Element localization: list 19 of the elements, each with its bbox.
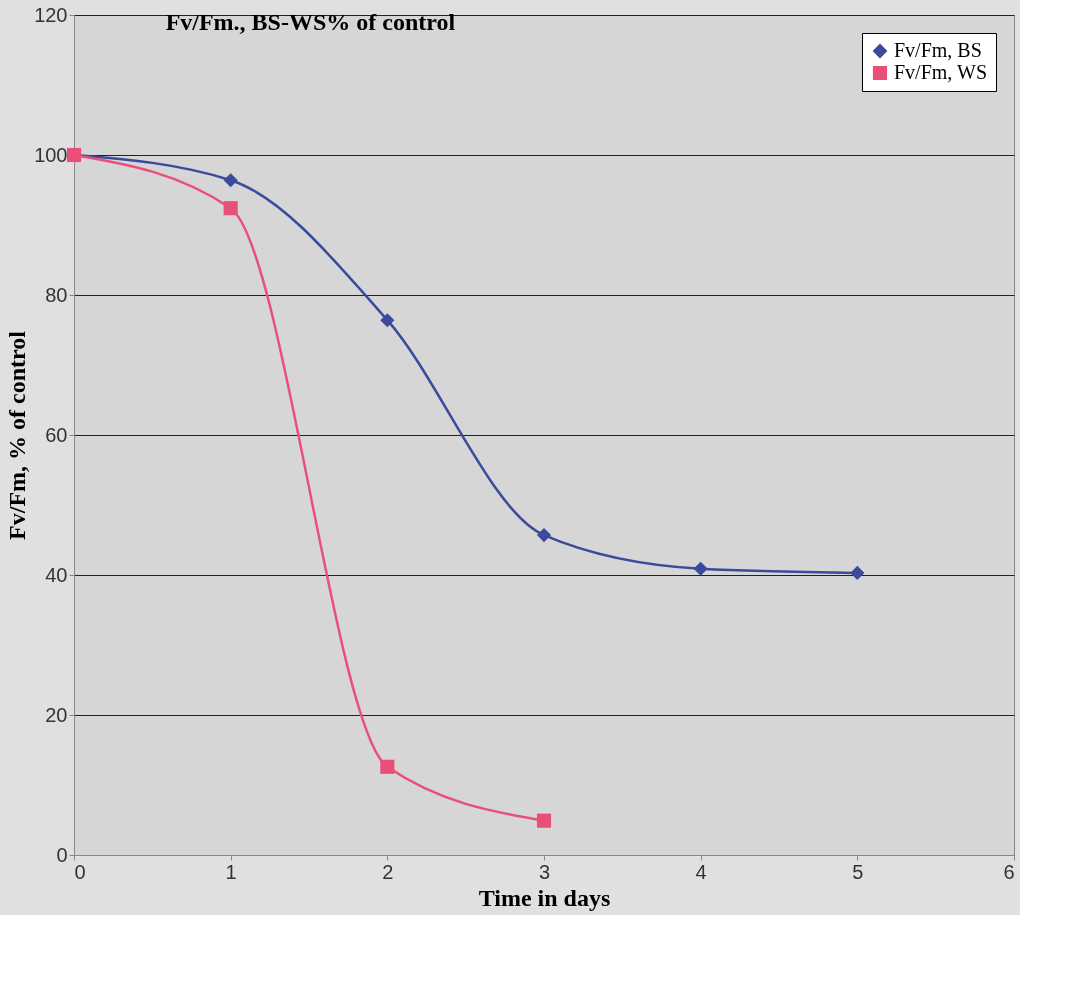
y-tick-label: 40 [45, 563, 68, 586]
x-tick-label: 5 [852, 860, 864, 883]
legend-label: Fv/Fm, BS [894, 39, 982, 61]
x-tick-label: 3 [538, 860, 551, 883]
x-tick-label: 6 [1003, 860, 1015, 883]
x-tick-label: 2 [382, 860, 394, 883]
y-tick-label: 0 [56, 843, 68, 866]
x-axis-title: Time in days [478, 884, 611, 911]
y-tick-label: 20 [45, 703, 68, 726]
y-tick-label: 100 [34, 143, 68, 166]
y-axis-title: Fv/Fm, % of control [4, 330, 31, 540]
x-tick-label: 1 [225, 860, 237, 883]
y-tick-label: 60 [45, 423, 68, 446]
y-tick-label: 120 [34, 3, 68, 26]
legend-label: Fv/Fm, WS [894, 61, 987, 83]
x-tick-label: 0 [74, 860, 86, 883]
y-tick-label: 80 [45, 283, 68, 306]
x-tick-label: 4 [695, 860, 707, 883]
chart-title: Fv/Fm., BS-WS% of control [165, 9, 456, 35]
